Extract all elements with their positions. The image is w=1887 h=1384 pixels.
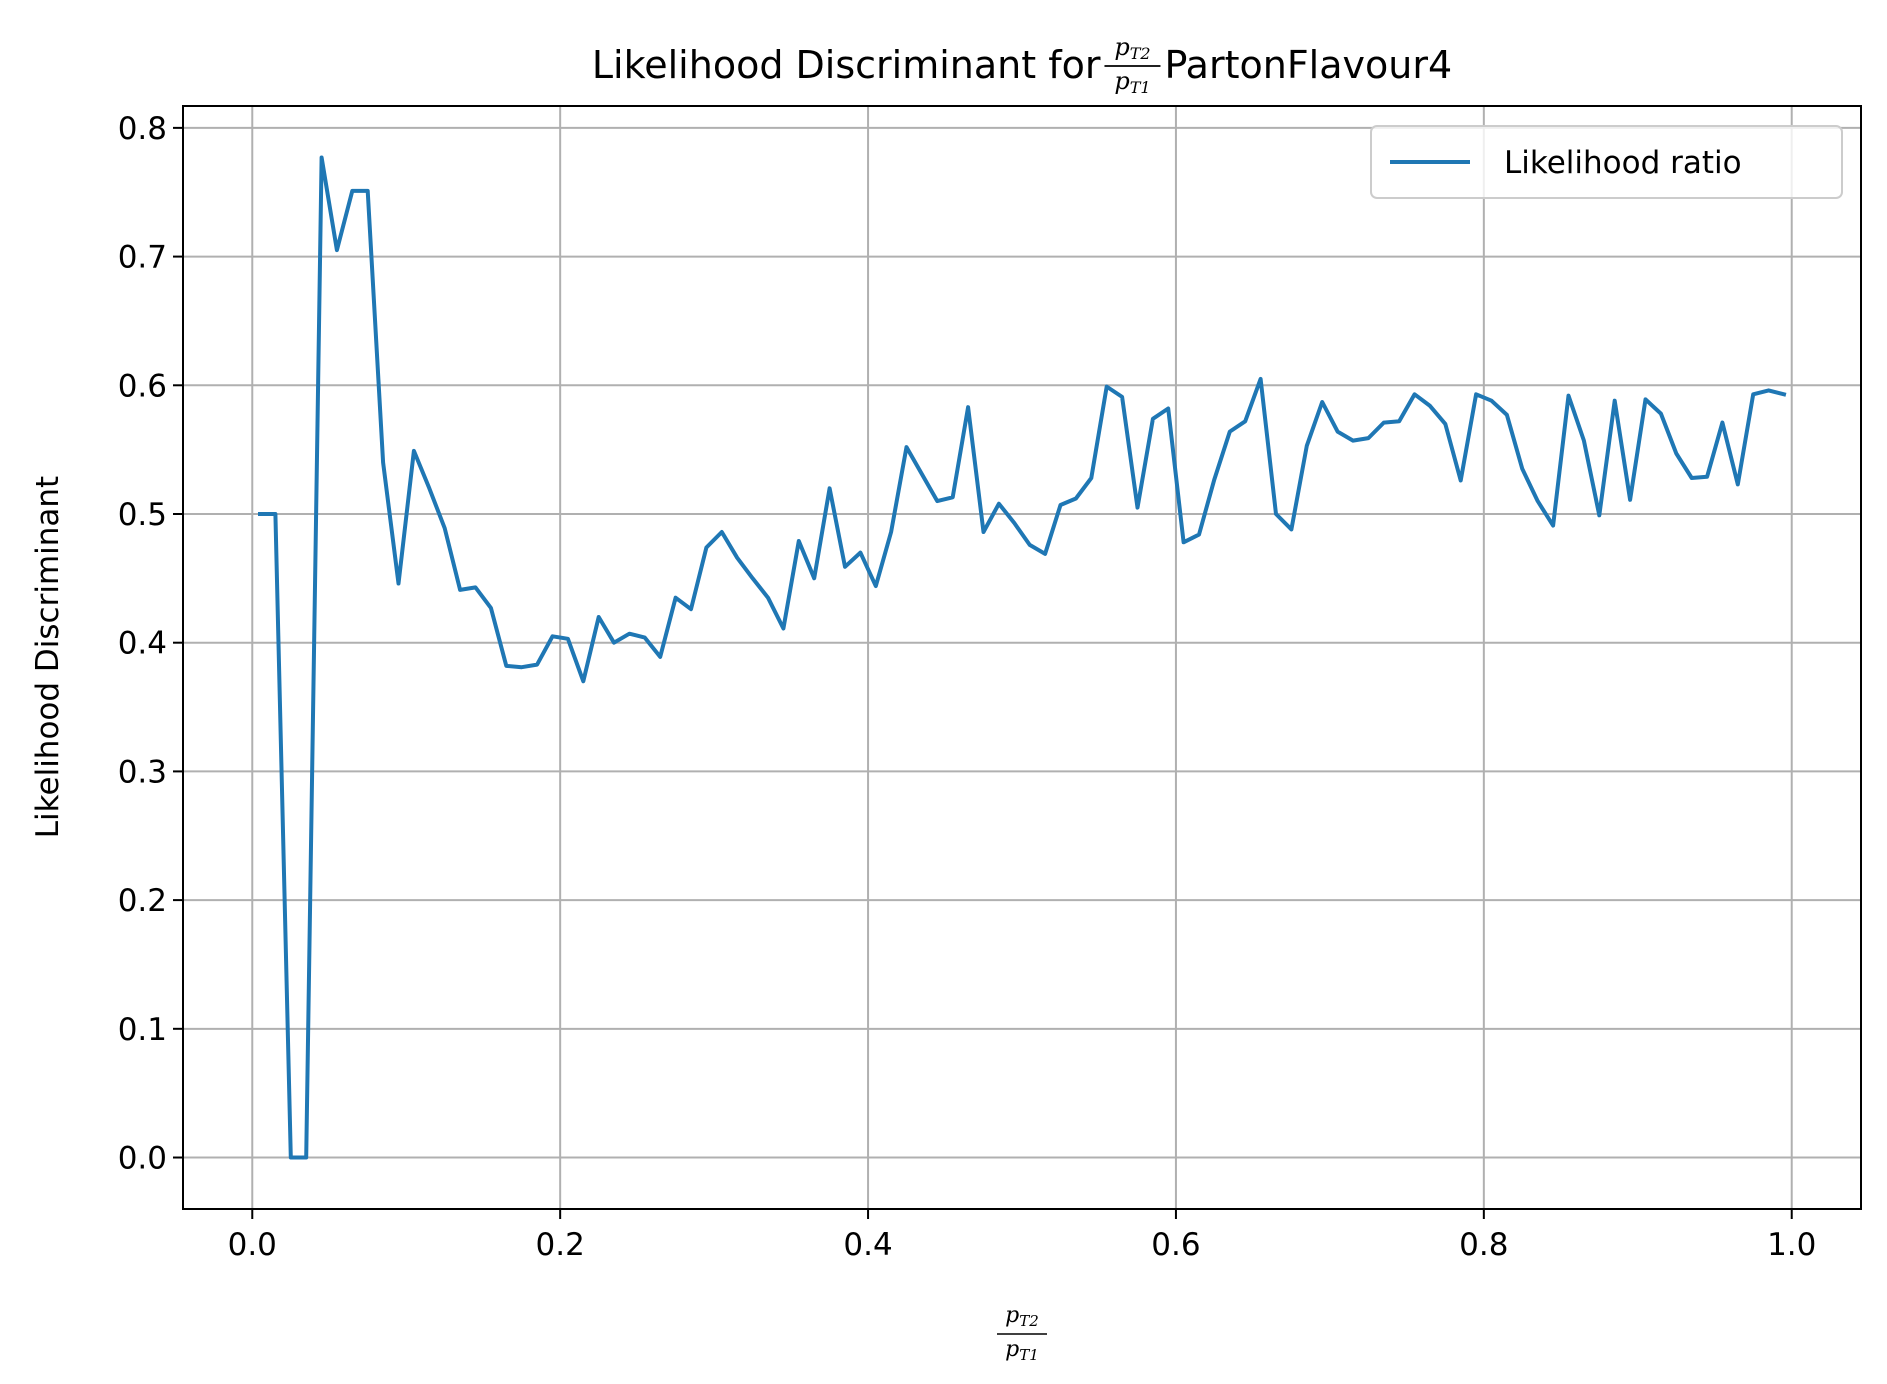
chart-title: Likelihood Discriminant for p T2 p T1 Pa… <box>592 33 1452 97</box>
legend-box <box>1370 125 1843 199</box>
plot-frame <box>182 105 1862 1210</box>
title-frac-denominator-subscript: T1 <box>1130 78 1151 97</box>
legend-label: Likelihood ratio <box>1504 145 1742 181</box>
y-tick-label: 0.6 <box>118 368 167 404</box>
y-tick-label: 0.1 <box>118 1012 167 1048</box>
y-tick-label: 0.7 <box>118 240 167 276</box>
x-tick-label: 0.2 <box>536 1227 585 1263</box>
x-tick-label: 0.6 <box>1151 1227 1200 1263</box>
x-tick-label: 1.0 <box>1767 1227 1816 1263</box>
x-axis-ticks: 0.0 0.2 0.4 0.6 0.8 1.0 <box>228 1209 1816 1263</box>
x-label-numerator-variable: p <box>1005 1303 1019 1328</box>
title-prefix: Likelihood Discriminant for <box>592 43 1101 87</box>
y-tick-label: 0.5 <box>118 497 167 533</box>
y-axis-ticks: 0.0 0.1 0.2 0.3 0.4 0.5 0.6 0.7 0.8 <box>118 111 183 1177</box>
y-tick-label: 0.4 <box>118 626 167 662</box>
x-tick-label: 0.0 <box>228 1227 277 1263</box>
legend: Likelihood ratio <box>1370 125 1843 199</box>
title-suffix: PartonFlavour4 <box>1164 43 1452 87</box>
x-label-denominator-variable: p <box>1005 1337 1019 1362</box>
title-frac-denominator-variable: p <box>1114 67 1129 95</box>
x-tick-label: 0.4 <box>843 1227 892 1263</box>
title-frac-numerator-subscript: T2 <box>1130 44 1151 63</box>
series-line-likelihood-ratio <box>258 155 1787 1160</box>
y-tick-label: 0.8 <box>118 111 167 147</box>
x-label-numerator-subscript: T2 <box>1019 1312 1039 1330</box>
grid-lines <box>183 106 1861 1209</box>
x-axis-label: p T2 p T1 <box>997 1303 1047 1364</box>
y-axis-label: Likelihood Discriminant <box>30 476 66 838</box>
title-fraction: p T2 p T1 <box>1104 33 1161 97</box>
y-tick-label: 0.3 <box>118 754 167 790</box>
title-frac-numerator-variable: p <box>1114 33 1129 61</box>
y-tick-label: 0.2 <box>118 883 167 919</box>
x-tick-label: 0.8 <box>1459 1227 1508 1263</box>
y-tick-label: 0.0 <box>118 1141 167 1177</box>
x-label-denominator-subscript: T1 <box>1019 1346 1039 1364</box>
